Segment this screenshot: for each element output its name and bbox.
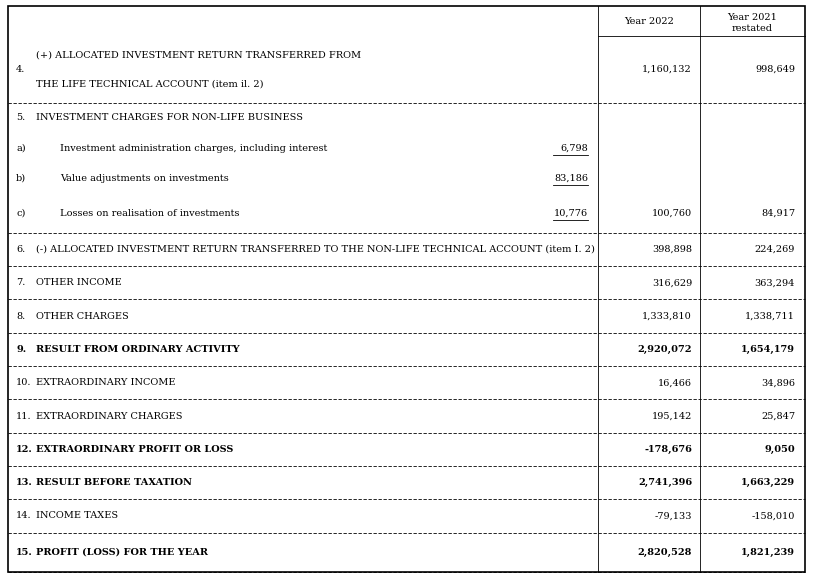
Text: (+) ALLOCATED INVESTMENT RETURN TRANSFERRED FROM: (+) ALLOCATED INVESTMENT RETURN TRANSFER… <box>36 50 361 59</box>
Text: 1,333,810: 1,333,810 <box>642 312 692 321</box>
Text: Losses on realisation of investments: Losses on realisation of investments <box>60 209 240 218</box>
Text: 195,142: 195,142 <box>652 412 692 421</box>
Text: 13.: 13. <box>16 478 33 487</box>
Text: 100,760: 100,760 <box>652 209 692 218</box>
Text: 998,649: 998,649 <box>755 65 795 74</box>
Text: c): c) <box>16 209 25 218</box>
Text: 8.: 8. <box>16 312 25 321</box>
Text: 10.: 10. <box>16 378 32 387</box>
Text: 2,820,528: 2,820,528 <box>637 548 692 557</box>
Text: Investment administration charges, including interest: Investment administration charges, inclu… <box>60 143 328 153</box>
Text: 316,629: 316,629 <box>652 278 692 287</box>
Text: 6.: 6. <box>16 245 25 254</box>
Text: 398,898: 398,898 <box>652 245 692 254</box>
Text: Year 2022: Year 2022 <box>624 17 674 25</box>
Text: -79,133: -79,133 <box>654 512 692 520</box>
Text: -178,676: -178,676 <box>644 445 692 454</box>
Text: RESULT BEFORE TAXATION: RESULT BEFORE TAXATION <box>36 478 192 487</box>
Text: 16,466: 16,466 <box>658 378 692 387</box>
Text: INCOME TAXES: INCOME TAXES <box>36 512 118 520</box>
Text: 2,741,396: 2,741,396 <box>638 478 692 487</box>
Text: 2,920,072: 2,920,072 <box>637 345 692 354</box>
Text: 1,654,179: 1,654,179 <box>741 345 795 354</box>
Text: RESULT FROM ORDINARY ACTIVITY: RESULT FROM ORDINARY ACTIVITY <box>36 345 240 354</box>
Text: 1,338,711: 1,338,711 <box>746 312 795 321</box>
Text: 4.: 4. <box>16 65 25 74</box>
Text: a): a) <box>16 143 26 153</box>
Text: OTHER CHARGES: OTHER CHARGES <box>36 312 128 321</box>
Text: 1,663,229: 1,663,229 <box>741 478 795 487</box>
Text: -158,010: -158,010 <box>752 512 795 520</box>
Text: 12.: 12. <box>16 445 33 454</box>
Text: INVESTMENT CHARGES FOR NON-LIFE BUSINESS: INVESTMENT CHARGES FOR NON-LIFE BUSINESS <box>36 113 303 123</box>
Text: 9.: 9. <box>16 345 26 354</box>
Text: 6,798: 6,798 <box>560 143 588 153</box>
Text: 83,186: 83,186 <box>554 174 588 183</box>
Text: Year 2021: Year 2021 <box>728 13 777 22</box>
Text: 14.: 14. <box>16 512 32 520</box>
Text: 10,776: 10,776 <box>554 209 588 218</box>
Text: 1,160,132: 1,160,132 <box>642 65 692 74</box>
Text: 1,821,239: 1,821,239 <box>741 548 795 557</box>
Text: EXTRAORDINARY PROFIT OR LOSS: EXTRAORDINARY PROFIT OR LOSS <box>36 445 233 454</box>
Text: 224,269: 224,269 <box>754 245 795 254</box>
Text: (-) ALLOCATED INVESTMENT RETURN TRANSFERRED TO THE NON-LIFE TECHNICAL ACCOUNT (i: (-) ALLOCATED INVESTMENT RETURN TRANSFER… <box>36 245 595 254</box>
Text: 15.: 15. <box>16 548 33 557</box>
Text: Value adjustments on investments: Value adjustments on investments <box>60 174 228 183</box>
Text: EXTRAORDINARY INCOME: EXTRAORDINARY INCOME <box>36 378 176 387</box>
Text: THE LIFE TECHNICAL ACCOUNT (item il. 2): THE LIFE TECHNICAL ACCOUNT (item il. 2) <box>36 79 263 88</box>
Text: restated: restated <box>732 24 773 33</box>
Text: 34,896: 34,896 <box>761 378 795 387</box>
Text: OTHER INCOME: OTHER INCOME <box>36 278 122 287</box>
Text: 7.: 7. <box>16 278 25 287</box>
Text: 5.: 5. <box>16 113 25 123</box>
Text: 25,847: 25,847 <box>761 412 795 421</box>
Text: 11.: 11. <box>16 412 32 421</box>
Text: 84,917: 84,917 <box>761 209 795 218</box>
Text: EXTRAORDINARY CHARGES: EXTRAORDINARY CHARGES <box>36 412 182 421</box>
Text: b): b) <box>16 174 26 183</box>
Text: PROFIT (LOSS) FOR THE YEAR: PROFIT (LOSS) FOR THE YEAR <box>36 548 208 557</box>
Text: 9,050: 9,050 <box>764 445 795 454</box>
Text: 363,294: 363,294 <box>754 278 795 287</box>
